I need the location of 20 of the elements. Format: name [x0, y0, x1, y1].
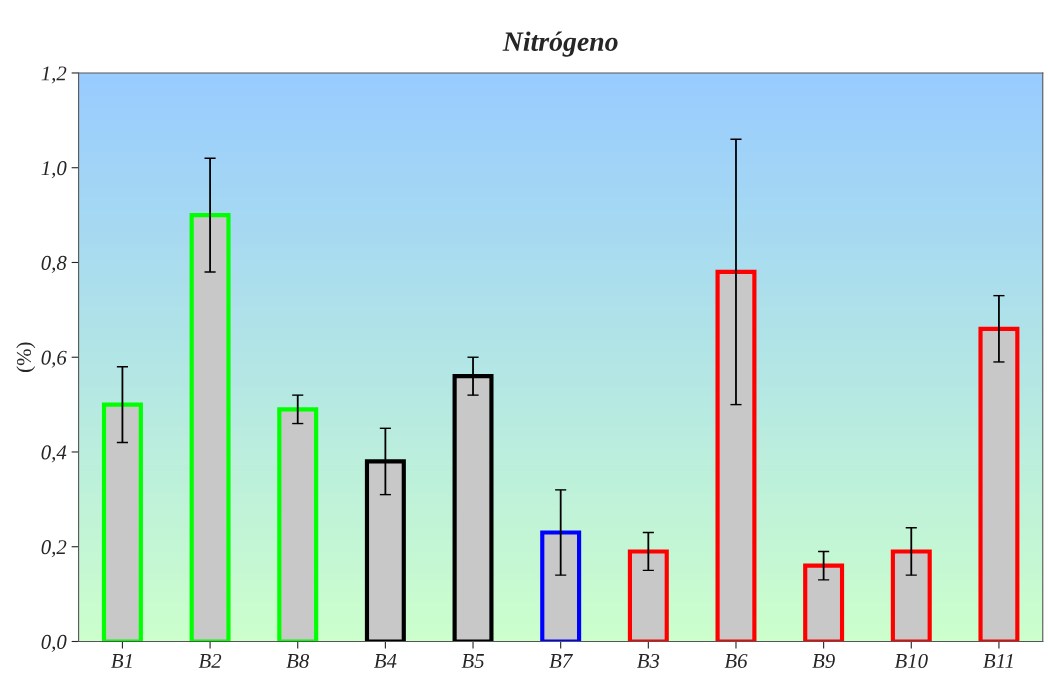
x-tick-label: B8 — [286, 653, 310, 668]
x-tick-label: B3 — [636, 653, 660, 668]
x-tick-label: B7 — [549, 654, 573, 668]
x-tick-label: B1 — [111, 653, 132, 668]
x-tick-label: B4 — [374, 654, 397, 668]
x-tick-label: B9 — [812, 653, 835, 668]
x-tick-label: B5 — [461, 654, 484, 668]
x-tick-label: B2 — [198, 653, 222, 668]
y-tick-label: 0,6 — [41, 350, 67, 368]
y-tick-label: 0,2 — [41, 540, 67, 558]
y-tick-label: 0,0 — [41, 634, 67, 652]
y-tick-label: 0,4 — [41, 445, 67, 463]
x-tick-label: B6 — [724, 653, 748, 668]
x-tick-label: B10 — [894, 653, 928, 668]
y-tick-label: 0,8 — [41, 255, 67, 273]
x-tick-label: B11 — [983, 653, 1013, 668]
y-axis-title: (%) — [16, 342, 36, 372]
y-tick-label: 1,0 — [41, 161, 67, 179]
chart-title: Nitrógeno — [502, 31, 618, 57]
y-tick-label: 1,2 — [41, 66, 67, 84]
